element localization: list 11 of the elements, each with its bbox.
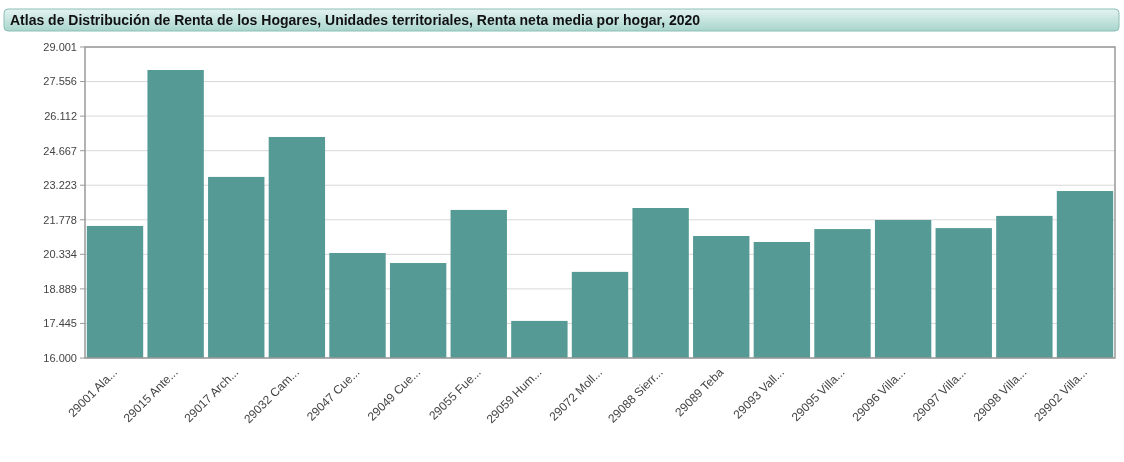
y-tick-label: 29.001 — [43, 40, 77, 53]
y-tick-label: 21.778 — [43, 213, 77, 226]
chart-title: Atlas de Distribución de Renta de los Hogares, Unidades territoriales, Renta neta media por hogar, 2020 — [10, 12, 701, 28]
y-tick-label: 26.112 — [44, 109, 77, 122]
y-tick-label: 16.000 — [43, 351, 77, 364]
y-tick-label: 20.334 — [43, 248, 77, 261]
y-tick-label: 23.223 — [43, 179, 77, 192]
y-tick-label: 24.667 — [43, 144, 77, 157]
y-tick-label: 17.445 — [43, 317, 77, 330]
y-tick-label: 27.556 — [43, 75, 77, 88]
y-tick-label: 18.889 — [43, 282, 77, 295]
